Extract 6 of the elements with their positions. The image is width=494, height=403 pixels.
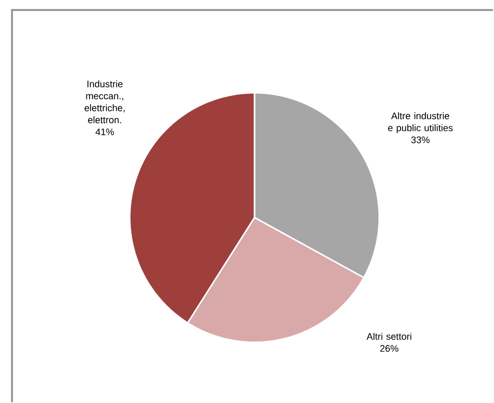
slice-label: Industrie meccan., elettriche, elettron. — [84, 80, 124, 124]
data-label: 41% — [96, 128, 114, 136]
data-label: 26% — [380, 344, 398, 352]
slice-label: Altre industrie e public utilities — [388, 112, 453, 134]
slice-label: Altri settori — [366, 332, 412, 340]
data-label: 33% — [411, 136, 430, 144]
